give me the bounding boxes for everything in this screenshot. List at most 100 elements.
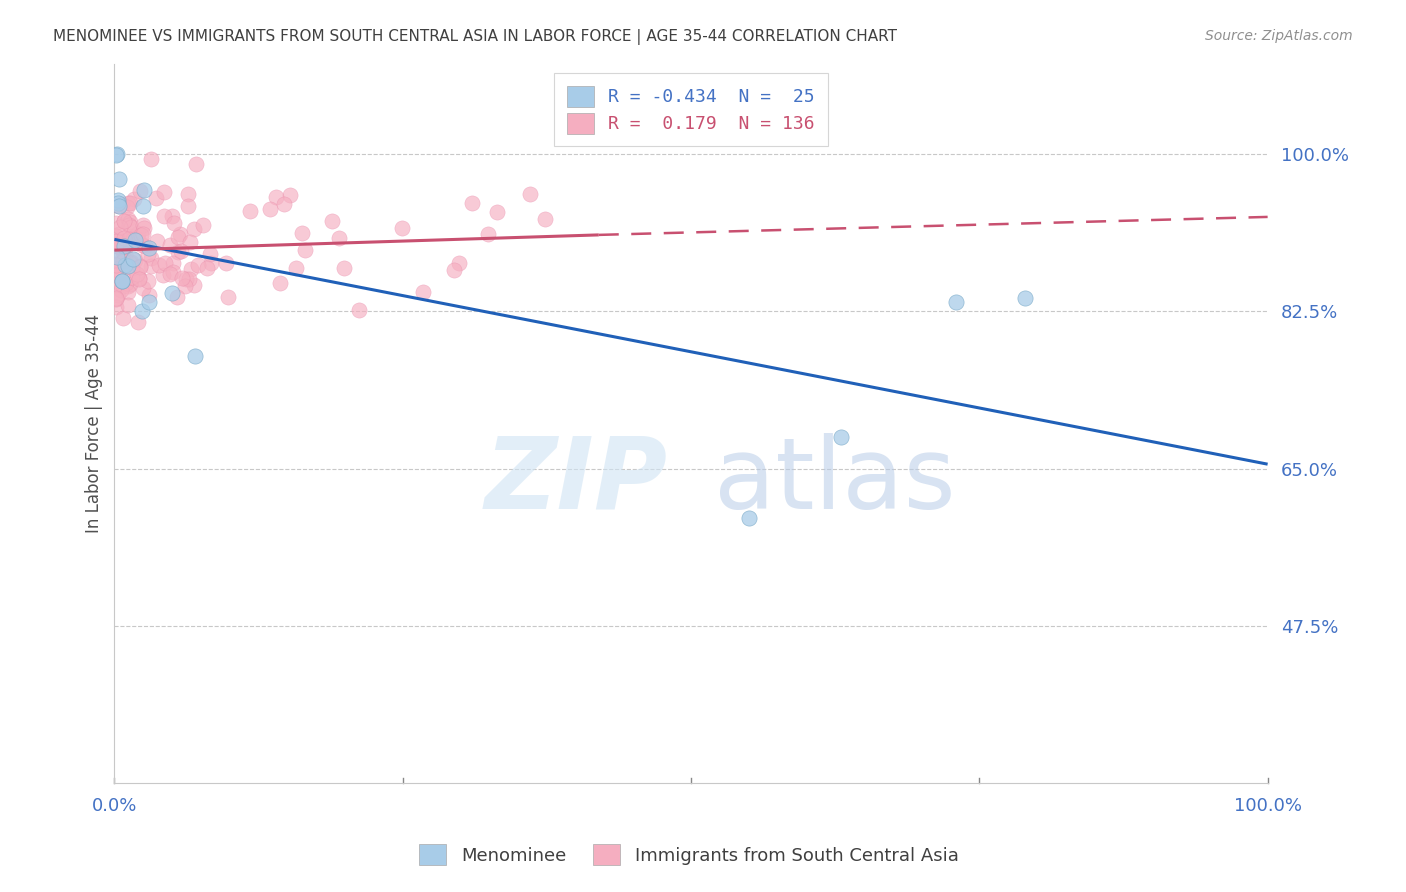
Point (215, 256, 238, 270)
Point (139, 260, 162, 274)
Point (110, 220, 132, 235)
Legend: Menominee, Immigrants from South Central Asia: Menominee, Immigrants from South Central… (412, 837, 966, 872)
Point (122, 232, 145, 246)
Point (117, 285, 139, 300)
Point (105, 147, 128, 161)
Point (169, 227, 191, 241)
Point (120, 229, 142, 244)
Point (129, 227, 152, 242)
Point (120, 220, 142, 235)
Point (141, 152, 163, 166)
Point (145, 191, 167, 205)
Point (443, 263, 465, 277)
Point (217, 290, 239, 304)
Point (118, 256, 141, 270)
Point (174, 278, 197, 293)
Point (112, 278, 135, 293)
Point (138, 242, 160, 256)
Point (129, 184, 152, 198)
Point (162, 265, 184, 279)
Point (391, 221, 413, 235)
Point (132, 220, 155, 235)
Point (184, 157, 207, 171)
Point (125, 235, 148, 250)
Point (112, 214, 135, 228)
Text: atlas: atlas (714, 433, 956, 530)
Point (104, 217, 127, 231)
Text: ZIP: ZIP (485, 433, 668, 530)
Point (131, 304, 153, 318)
Point (111, 245, 134, 260)
Point (112, 253, 135, 268)
Point (114, 242, 136, 256)
Point (264, 189, 287, 203)
Point (112, 311, 135, 326)
Point (117, 200, 139, 214)
Point (127, 227, 149, 241)
Point (111, 274, 134, 288)
Point (107, 193, 129, 207)
Point (152, 209, 174, 223)
Text: Source: ZipAtlas.com: Source: ZipAtlas.com (1205, 29, 1353, 43)
Point (737, 511, 759, 525)
Point (128, 272, 150, 286)
Point (132, 199, 155, 213)
Point (107, 199, 129, 213)
Point (127, 232, 149, 246)
Point (179, 235, 201, 250)
Point (122, 252, 145, 266)
Point (153, 256, 176, 270)
Point (104, 268, 127, 282)
Point (117, 196, 139, 211)
Point (121, 260, 143, 275)
Point (134, 239, 156, 253)
Point (111, 274, 134, 288)
Point (104, 300, 127, 314)
Point (291, 226, 314, 240)
Point (153, 186, 176, 200)
Point (131, 281, 153, 295)
Point (1014, 291, 1036, 305)
Point (131, 237, 153, 252)
Point (187, 258, 209, 272)
Point (108, 227, 131, 241)
Point (945, 295, 967, 310)
Point (132, 183, 155, 197)
Point (461, 195, 484, 210)
Point (447, 256, 470, 270)
Point (160, 209, 183, 223)
Point (105, 250, 128, 264)
Point (159, 238, 181, 252)
Point (122, 235, 145, 250)
Point (273, 197, 295, 211)
Point (146, 234, 169, 248)
Point (132, 227, 155, 242)
Point (111, 197, 134, 211)
Point (180, 262, 202, 277)
Point (159, 268, 181, 282)
Point (120, 277, 142, 291)
Point (104, 258, 127, 272)
Point (200, 256, 222, 270)
Point (349, 303, 371, 318)
Point (120, 255, 142, 269)
Point (148, 258, 170, 272)
Point (108, 276, 131, 290)
Point (117, 298, 139, 312)
Point (108, 199, 131, 213)
Point (486, 205, 509, 219)
Point (104, 261, 127, 276)
Point (131, 219, 153, 233)
Point (107, 232, 129, 246)
Point (195, 260, 218, 275)
Point (104, 291, 127, 305)
Point (176, 186, 198, 201)
Point (105, 238, 128, 252)
Point (177, 199, 200, 213)
Point (124, 252, 146, 267)
Point (163, 216, 186, 230)
Point (278, 187, 301, 202)
Point (183, 222, 205, 236)
Point (127, 267, 149, 281)
Point (519, 187, 541, 202)
